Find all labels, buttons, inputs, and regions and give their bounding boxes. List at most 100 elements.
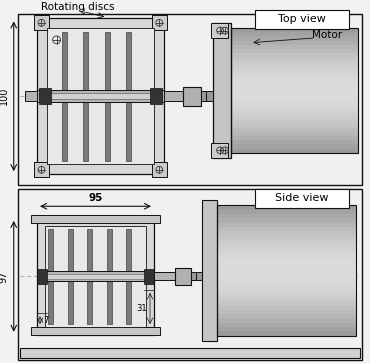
- Bar: [150, 89, 162, 104]
- Bar: [217, 244, 356, 249]
- Bar: [231, 102, 358, 107]
- Bar: [105, 32, 110, 160]
- Bar: [175, 268, 191, 285]
- Bar: [37, 90, 164, 102]
- Bar: [231, 136, 358, 140]
- Bar: [211, 143, 228, 158]
- Bar: [217, 222, 356, 227]
- Bar: [31, 215, 160, 223]
- Bar: [231, 127, 358, 132]
- Bar: [217, 327, 356, 331]
- Bar: [26, 91, 37, 101]
- Bar: [231, 53, 358, 57]
- Bar: [217, 331, 356, 336]
- Bar: [206, 91, 213, 101]
- Text: Rotating discs: Rotating discs: [41, 1, 115, 12]
- Text: Top view: Top view: [278, 15, 326, 24]
- Bar: [183, 86, 201, 106]
- Bar: [217, 318, 356, 323]
- Text: 100: 100: [0, 87, 9, 106]
- Text: 7: 7: [43, 316, 48, 325]
- Bar: [202, 200, 217, 340]
- Bar: [217, 261, 356, 266]
- Bar: [217, 240, 356, 244]
- Bar: [217, 309, 356, 314]
- Bar: [231, 82, 358, 86]
- Bar: [217, 305, 356, 310]
- Text: Motor: Motor: [312, 30, 342, 40]
- Bar: [213, 23, 231, 158]
- Bar: [231, 119, 358, 124]
- Bar: [231, 144, 358, 148]
- Bar: [152, 163, 166, 177]
- Bar: [231, 86, 358, 90]
- Bar: [231, 61, 358, 65]
- Text: 97: 97: [0, 270, 9, 282]
- Bar: [196, 273, 202, 280]
- Bar: [231, 77, 358, 82]
- Bar: [231, 73, 358, 78]
- Bar: [39, 93, 162, 99]
- Text: Side view: Side view: [275, 193, 329, 204]
- Bar: [164, 91, 183, 101]
- Bar: [217, 270, 356, 275]
- Bar: [255, 189, 349, 208]
- Bar: [231, 148, 358, 153]
- Text: 95: 95: [88, 193, 103, 203]
- Bar: [231, 115, 358, 119]
- Bar: [217, 205, 356, 336]
- Bar: [68, 229, 73, 324]
- Bar: [18, 189, 362, 360]
- Bar: [39, 89, 51, 104]
- Bar: [217, 231, 356, 236]
- Bar: [231, 107, 358, 111]
- Bar: [217, 314, 356, 318]
- Bar: [231, 36, 358, 41]
- Bar: [87, 229, 92, 324]
- Bar: [217, 213, 356, 218]
- Bar: [39, 274, 152, 279]
- Bar: [107, 229, 112, 324]
- Bar: [34, 163, 49, 177]
- Bar: [152, 16, 166, 30]
- Bar: [47, 28, 154, 164]
- Bar: [231, 123, 358, 128]
- Bar: [231, 131, 358, 136]
- Bar: [45, 226, 146, 327]
- Bar: [126, 32, 131, 160]
- Bar: [154, 273, 175, 280]
- Bar: [231, 32, 358, 36]
- Bar: [231, 65, 358, 70]
- Bar: [211, 23, 228, 38]
- Bar: [255, 10, 349, 29]
- Bar: [191, 273, 197, 280]
- Bar: [231, 111, 358, 115]
- Bar: [217, 227, 356, 231]
- Bar: [31, 327, 160, 335]
- Bar: [37, 218, 154, 335]
- Bar: [231, 69, 358, 74]
- Text: 31: 31: [137, 304, 147, 313]
- Bar: [217, 205, 356, 210]
- Bar: [62, 32, 67, 160]
- Bar: [34, 16, 49, 30]
- Bar: [37, 19, 164, 174]
- Bar: [231, 57, 358, 61]
- Bar: [217, 209, 356, 214]
- Bar: [217, 322, 356, 327]
- Bar: [83, 32, 88, 160]
- Bar: [217, 287, 356, 292]
- Bar: [231, 28, 358, 32]
- Bar: [231, 40, 358, 45]
- Bar: [217, 218, 356, 223]
- Bar: [217, 279, 356, 284]
- Bar: [217, 248, 356, 253]
- Bar: [217, 274, 356, 279]
- Bar: [217, 235, 356, 240]
- Bar: [48, 229, 53, 324]
- Bar: [231, 48, 358, 53]
- Bar: [217, 266, 356, 270]
- Bar: [231, 98, 358, 103]
- Bar: [217, 292, 356, 297]
- Bar: [144, 269, 154, 284]
